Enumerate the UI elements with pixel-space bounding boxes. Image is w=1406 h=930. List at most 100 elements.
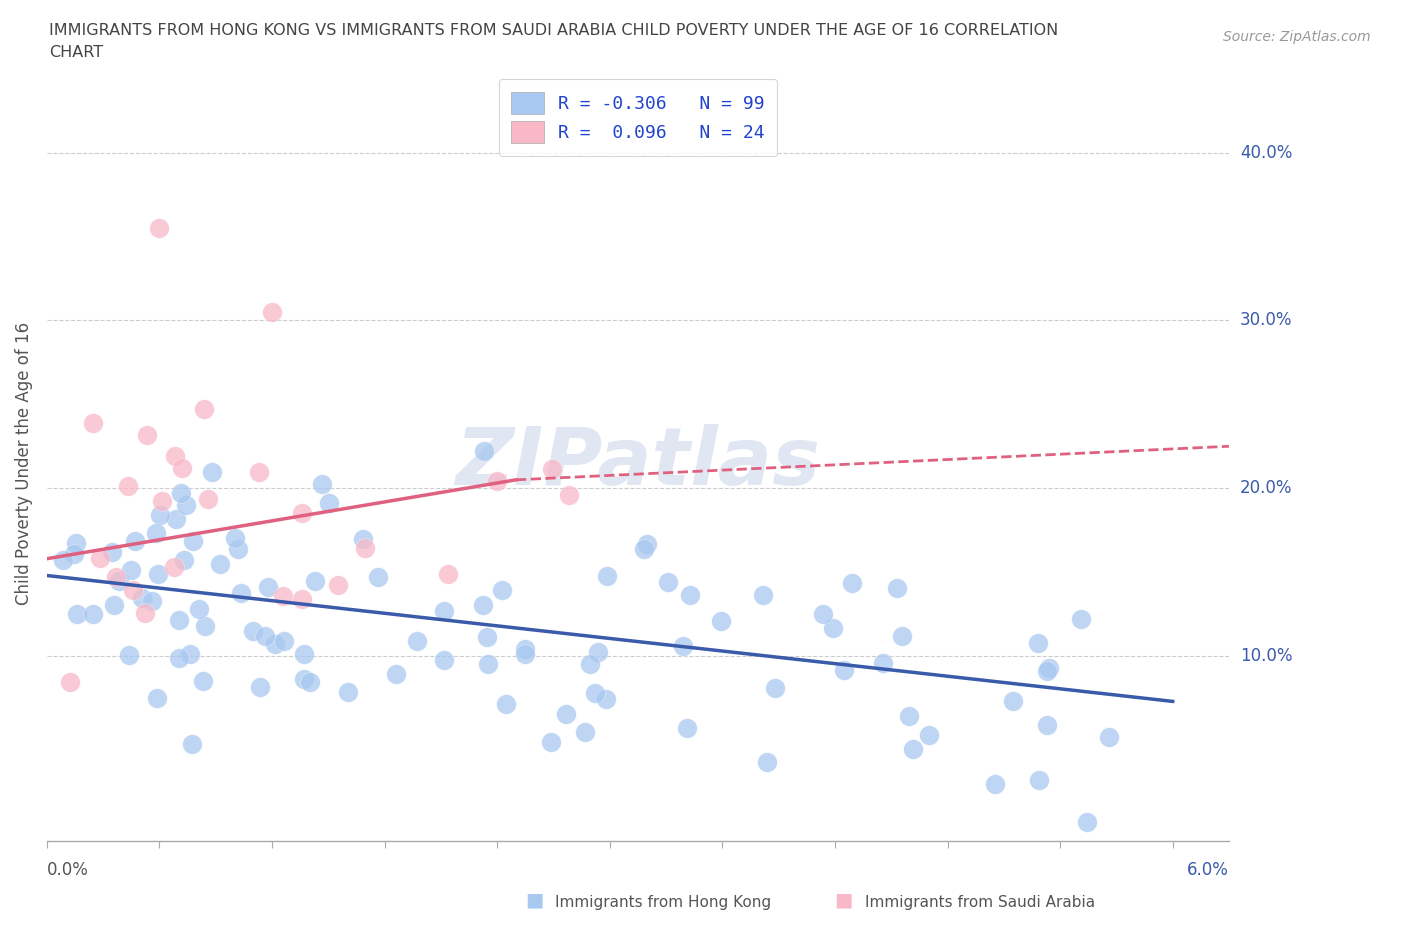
Point (257, 580, 280, 595)
Point (136, 428, 159, 443)
Point (763, 681, 786, 696)
Point (633, 541, 655, 556)
Text: Immigrants from Saudi Arabia: Immigrants from Saudi Arabia (865, 895, 1095, 910)
Point (197, 491, 219, 506)
Point (1076, 815, 1098, 830)
Point (472, 444, 495, 458)
Point (918, 727, 941, 742)
Point (1028, 772, 1050, 787)
Point (891, 629, 914, 644)
Point (495, 697, 517, 711)
Point (131, 591, 153, 605)
Point (59, 674, 82, 689)
Y-axis label: Child Poverty Under the Age of 16: Child Poverty Under the Age of 16 (15, 322, 32, 604)
Point (292, 672, 315, 687)
Point (540, 735, 562, 750)
Point (1002, 694, 1025, 709)
Point (1036, 717, 1059, 732)
Point (165, 512, 187, 526)
Point (811, 606, 834, 621)
Point (108, 574, 131, 589)
Point (120, 563, 142, 578)
Point (170, 485, 193, 500)
Point (121, 582, 143, 597)
Point (841, 576, 863, 591)
Point (224, 530, 246, 545)
Point (165, 448, 187, 463)
Point (710, 614, 733, 629)
Point (174, 498, 197, 512)
Text: ZIPatlas: ZIPatlas (456, 424, 821, 502)
Point (751, 588, 773, 603)
Point (82, 416, 104, 431)
Point (226, 541, 249, 556)
Point (596, 568, 619, 583)
Point (886, 581, 908, 596)
Text: ■: ■ (834, 891, 853, 910)
Point (264, 636, 287, 651)
Point (555, 706, 578, 721)
Point (1036, 663, 1059, 678)
Point (89, 551, 111, 565)
Point (148, 220, 170, 235)
Point (1038, 660, 1060, 675)
Point (118, 648, 141, 663)
Point (260, 304, 283, 319)
Point (595, 692, 617, 707)
Point (477, 657, 499, 671)
Point (173, 552, 195, 567)
Legend: R = -0.306   N = 99, R =  0.096   N = 24: R = -0.306 N = 99, R = 0.096 N = 24 (499, 79, 778, 156)
Point (354, 541, 377, 556)
Text: Source: ZipAtlas.com: Source: ZipAtlas.com (1223, 30, 1371, 44)
Point (247, 464, 270, 479)
Point (588, 644, 610, 659)
Point (146, 691, 169, 706)
Point (583, 685, 606, 700)
Point (367, 569, 389, 584)
Point (194, 618, 217, 633)
Point (657, 574, 679, 589)
Point (897, 709, 920, 724)
Point (242, 623, 264, 638)
Point (903, 742, 925, 757)
Point (193, 402, 215, 417)
Point (187, 602, 209, 617)
Text: 30.0%: 30.0% (1240, 312, 1292, 329)
Point (832, 663, 855, 678)
Point (145, 525, 167, 540)
Point (208, 557, 231, 572)
Point (352, 531, 374, 546)
Point (101, 544, 124, 559)
Point (679, 588, 702, 603)
Point (181, 737, 204, 751)
Point (337, 684, 360, 699)
Text: IMMIGRANTS FROM HONG KONG VS IMMIGRANTS FROM SAUDI ARABIA CHILD POVERTY UNDER TH: IMMIGRANTS FROM HONG KONG VS IMMIGRANTS … (49, 23, 1059, 38)
Point (292, 646, 315, 661)
Point (1070, 611, 1092, 626)
Text: ■: ■ (524, 891, 544, 910)
Point (472, 598, 495, 613)
Point (541, 461, 564, 476)
Text: 0.0%: 0.0% (46, 861, 89, 879)
Point (181, 534, 204, 549)
Point (636, 537, 658, 551)
Point (82, 607, 104, 622)
Point (65, 536, 87, 551)
Point (290, 505, 312, 520)
Point (437, 566, 460, 581)
Point (872, 655, 894, 670)
Point (491, 582, 513, 597)
Point (103, 598, 125, 613)
Point (756, 755, 779, 770)
Text: 10.0%: 10.0% (1240, 647, 1292, 665)
Point (291, 591, 314, 606)
Point (485, 474, 508, 489)
Point (311, 476, 333, 491)
Point (134, 606, 156, 621)
Point (66, 606, 89, 621)
Point (385, 667, 408, 682)
Point (823, 620, 845, 635)
Point (229, 586, 252, 601)
Point (169, 651, 191, 666)
Point (150, 494, 173, 509)
